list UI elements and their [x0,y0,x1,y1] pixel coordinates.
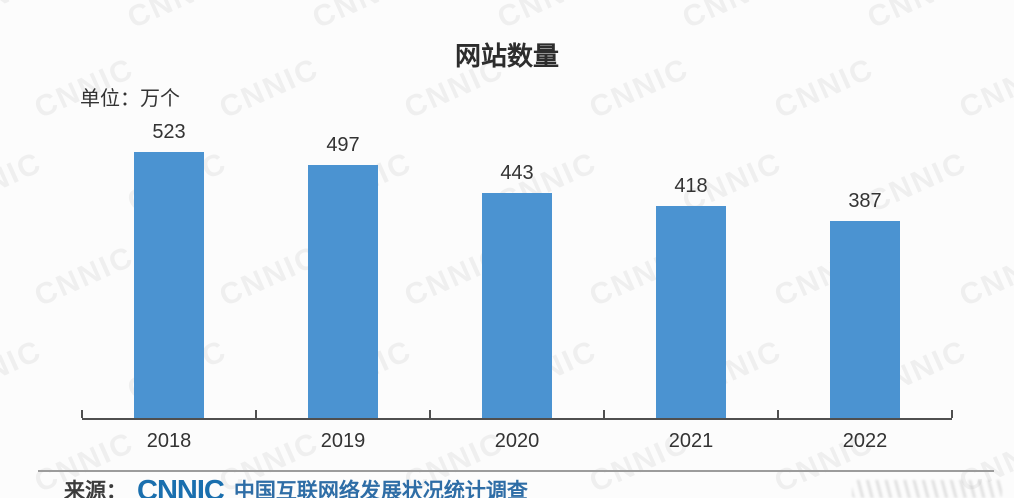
chart-title: 网站数量 [454,41,559,71]
bar-value-label: 443 [500,162,534,184]
x-axis-label: 2022 [842,430,888,452]
source-prefix-label: 来源： [64,480,127,498]
unit-label: 单位：万个 [80,88,180,110]
x-axis-label: 2018 [146,430,192,452]
bar-2019 [308,165,378,419]
x-axis-label: 2019 [320,430,366,452]
source-footer: 来源： CNNIC 中国互联网络发展状况统计调查 [64,475,528,498]
bar-2022 [830,221,900,419]
axis-tick [603,410,605,418]
bar-value-label: 418 [674,175,708,197]
cnnic-logo: CNNIC [137,475,225,498]
axis-tick [429,410,431,418]
bar-value-label: 497 [326,134,360,156]
bar-2020 [482,193,552,419]
axis-tick [777,410,779,418]
axis-tick [951,410,953,418]
corner-watermark [852,480,1002,498]
source-description: 中国互联网络发展状况统计调查 [233,480,528,498]
axis-tick [81,410,83,418]
x-axis-label: 2020 [494,430,540,452]
bar-2021 [656,206,726,419]
axis-tick [255,410,257,418]
x-axis-label: 2021 [668,430,714,452]
footer-separator-line [38,470,994,472]
bar-value-label: 523 [152,121,186,143]
x-axis-line [82,418,952,420]
bar-value-label: 387 [848,190,882,212]
bar-2018 [134,152,204,419]
